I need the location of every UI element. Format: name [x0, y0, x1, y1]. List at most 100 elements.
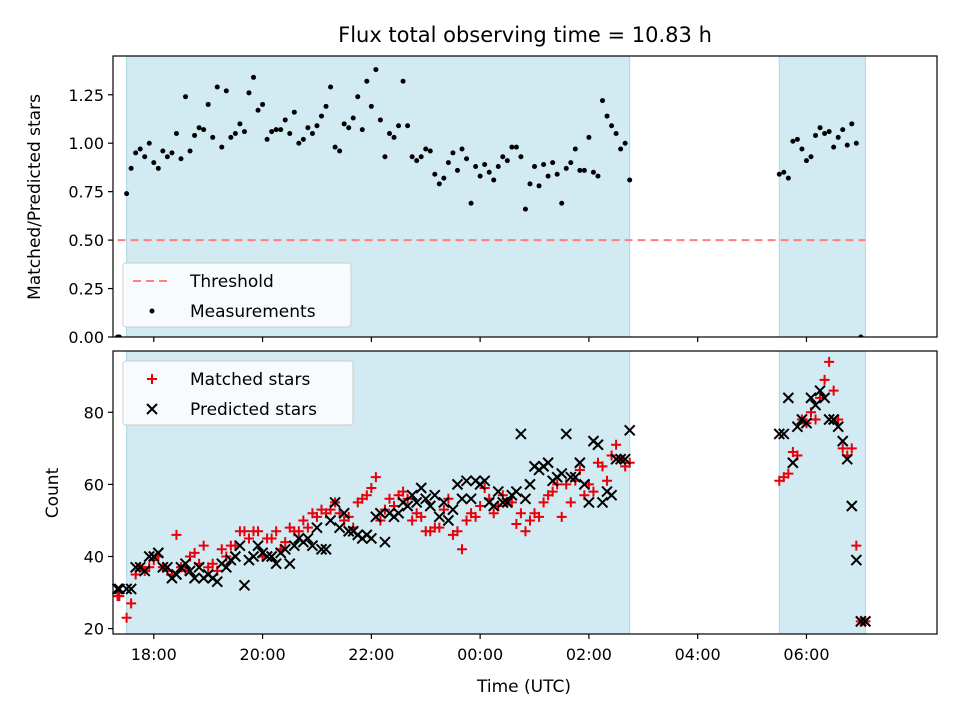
matched-star-point	[597, 461, 608, 472]
predicted-star-point	[161, 561, 174, 574]
predicted-star-point	[220, 561, 233, 574]
matched-star-point	[189, 547, 200, 558]
measurement-point	[155, 165, 161, 171]
y-tick-label: 0.50	[68, 231, 104, 250]
measurement-point	[853, 140, 859, 146]
y-tick-label: 1.00	[68, 134, 104, 153]
measurement-point	[255, 107, 261, 113]
measurement-point	[790, 138, 796, 144]
predicted-star-point	[850, 554, 863, 566]
measurement-point	[405, 123, 411, 129]
measurement-point	[532, 163, 538, 169]
measurement-point	[522, 206, 528, 212]
predicted-star-point	[805, 392, 817, 404]
x-tick-label: 20:00	[240, 645, 286, 664]
predicted-star-point	[333, 521, 346, 534]
predicted-star-point	[252, 539, 264, 552]
measurement-point	[844, 142, 850, 148]
matched-star-point	[547, 486, 558, 497]
y-tick-label: 0.25	[68, 280, 104, 299]
measurement-point	[817, 125, 823, 131]
measurement-point	[273, 127, 279, 133]
measurement-point	[414, 158, 420, 164]
matched-star-point	[384, 493, 395, 504]
matched-star-point	[216, 544, 227, 555]
matched-star-point	[253, 526, 264, 537]
y-tick-label: 0.75	[68, 183, 104, 202]
matched-star-point	[824, 356, 835, 367]
predicted-star-point	[619, 453, 631, 465]
measurement-point	[518, 154, 524, 160]
matched-star-point	[271, 526, 282, 537]
measurement-point	[246, 90, 252, 96]
y-tick-label: 1.25	[68, 86, 104, 105]
measurement-point	[432, 171, 438, 177]
measurement-point	[427, 148, 433, 154]
predicted-star-point	[152, 547, 165, 559]
predicted-star-point	[451, 478, 464, 491]
predicted-star-point	[170, 568, 183, 581]
matched-star-point	[121, 612, 132, 623]
predicted-star-point	[420, 493, 432, 505]
y-tick-label: 60	[84, 475, 104, 494]
y-tick-label: 80	[84, 403, 104, 422]
x-tick-label: 00:00	[457, 645, 503, 664]
matched-star-point	[366, 482, 377, 493]
legend-entry-label: Predicted stars	[190, 400, 317, 420]
predicted-star-point	[311, 521, 323, 534]
measurement-point	[464, 156, 470, 162]
predicted-star-point	[456, 493, 468, 505]
matched-star-point	[452, 526, 463, 537]
predicted-star-point	[814, 384, 826, 397]
measurement-point	[305, 125, 311, 131]
measurement-point	[441, 175, 447, 181]
predicted-star-point	[791, 420, 804, 433]
measurement-point	[445, 160, 451, 166]
measurement-point	[799, 146, 805, 152]
matched-star-point	[565, 497, 576, 508]
matched-star-point	[837, 443, 848, 454]
measurement-point	[133, 150, 139, 156]
measurement-point	[205, 101, 211, 107]
predicted-star-point	[488, 500, 500, 512]
matched-star-point	[524, 515, 535, 526]
predicted-star-point	[238, 579, 251, 592]
matched-star-point	[298, 515, 309, 526]
y-tick-label: 0.00	[68, 328, 104, 347]
predicted-star-point	[827, 413, 840, 426]
bottom-y-axis-label: Count	[43, 467, 63, 518]
measurement-point	[318, 113, 324, 119]
measurement-point	[359, 127, 365, 133]
predicted-star-point	[610, 453, 622, 465]
measurement-point	[858, 334, 864, 337]
predicted-star-point	[406, 489, 418, 501]
measurement-point	[559, 200, 565, 206]
measurement-point	[794, 136, 800, 142]
predicted-star-point	[415, 482, 427, 494]
predicted-star-point	[179, 557, 192, 570]
matched-star-point	[534, 511, 545, 522]
matched-star-point	[302, 522, 313, 533]
measurement-point	[618, 146, 624, 152]
measurement-point	[454, 167, 460, 173]
x-tick-label: 02:00	[566, 645, 612, 664]
measurement-point	[124, 191, 130, 197]
predicted-star-point	[429, 489, 441, 501]
measurement-point	[264, 136, 270, 142]
measurement-point	[450, 150, 456, 156]
matched-star-point	[198, 540, 209, 551]
measurement-point	[164, 154, 170, 160]
measurement-point	[527, 181, 533, 187]
measurement-point	[459, 146, 465, 152]
predicted-star-point	[306, 539, 319, 552]
measurement-point	[128, 165, 134, 171]
predicted-star-point	[447, 503, 459, 516]
matched-star-point	[819, 374, 830, 385]
predicted-star-point	[465, 493, 477, 505]
measurement-point	[803, 158, 809, 164]
matched-star-point	[588, 486, 599, 497]
measurement-point	[160, 148, 166, 154]
predicted-star-point	[478, 475, 491, 487]
matched-star-point	[126, 598, 137, 609]
predicted-star-point	[438, 496, 450, 509]
